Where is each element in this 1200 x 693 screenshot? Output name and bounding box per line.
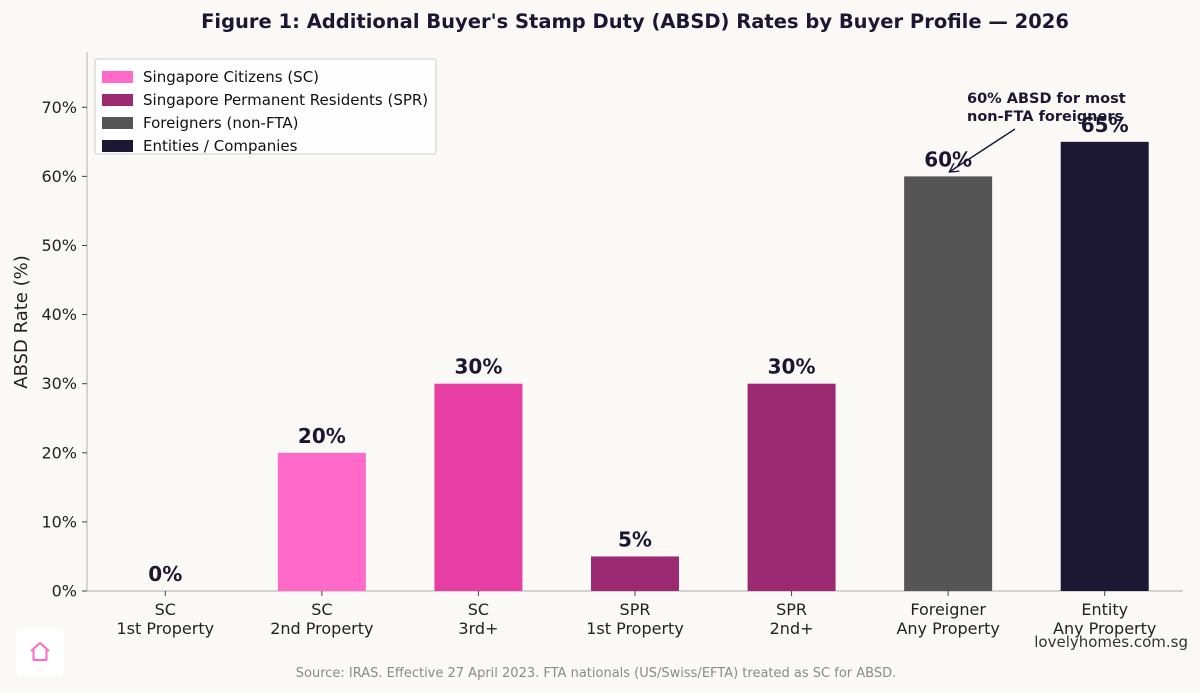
x-tick-label: SPR (776, 600, 807, 619)
chart-title: Figure 1: Additional Buyer's Stamp Duty … (201, 10, 1069, 33)
x-tick-label: 2nd+ (770, 619, 814, 638)
y-tick-label: 70% (41, 98, 77, 117)
bar (434, 383, 523, 591)
y-axis-label: ABSD Rate (%) (11, 255, 32, 389)
data-label: 65% (1081, 113, 1129, 137)
x-tick-label: Entity (1081, 600, 1128, 619)
x-tick-label: SC (155, 600, 176, 619)
legend-label: Entities / Companies (143, 137, 298, 155)
data-label: 20% (298, 424, 346, 448)
x-tick-label: 3rd+ (458, 619, 498, 638)
x-tick-label: Any Property (1053, 619, 1156, 638)
y-tick-label: 10% (41, 512, 77, 531)
home-icon (30, 642, 50, 661)
data-label: 30% (454, 355, 502, 379)
bar (904, 176, 993, 591)
y-tick-label: 0% (52, 582, 77, 601)
y-tick-label: 30% (41, 374, 77, 393)
y-tick-label: 20% (41, 443, 77, 462)
legend-swatch (102, 71, 133, 83)
legend-label: Singapore Permanent Residents (SPR) (143, 91, 428, 109)
bar (591, 556, 679, 591)
logo (16, 628, 64, 676)
legend-label: Foreigners (non-FTA) (143, 114, 298, 132)
x-tick-label: 1st Property (586, 619, 684, 638)
legend-frame (94, 58, 437, 155)
legend-swatch (102, 140, 133, 152)
y-tick-label: 50% (41, 236, 77, 255)
legend: Singapore Citizens (SC) Singapore Permane… (94, 58, 437, 155)
x-tick-label: SC (468, 600, 489, 619)
annotation: 60% ABSD for most non-FTA foreigners (950, 91, 1126, 171)
x-tick-label: Foreigner (910, 600, 986, 619)
y-tick-label: 40% (41, 305, 77, 324)
annotation-text: non-FTA foreigners (967, 109, 1123, 125)
bar (277, 452, 366, 591)
legend-label: Singapore Citizens (SC) (143, 68, 319, 86)
data-label: 0% (148, 562, 182, 586)
data-label: 60% (924, 147, 972, 171)
source-note: Source: IRAS. Effective 27 April 2023. F… (296, 666, 896, 681)
x-tick-label: SC (311, 600, 332, 619)
annotation-arrow (950, 128, 1016, 171)
data-label: 30% (768, 355, 816, 379)
x-tick-label: 1st Property (116, 619, 214, 638)
bar (747, 383, 836, 591)
y-tick-label: 60% (41, 167, 77, 186)
watermark: lovelyhomes.com.sg (1034, 633, 1188, 651)
x-tick-label: SPR (620, 600, 651, 619)
annotation-text: 60% ABSD for most (967, 91, 1126, 107)
x-tick-label: Any Property (896, 619, 999, 638)
legend-swatch (102, 94, 133, 106)
x-tick-label: 2nd Property (270, 619, 373, 638)
legend-swatch (102, 117, 133, 129)
bar (1060, 141, 1149, 592)
data-label: 5% (618, 527, 652, 551)
